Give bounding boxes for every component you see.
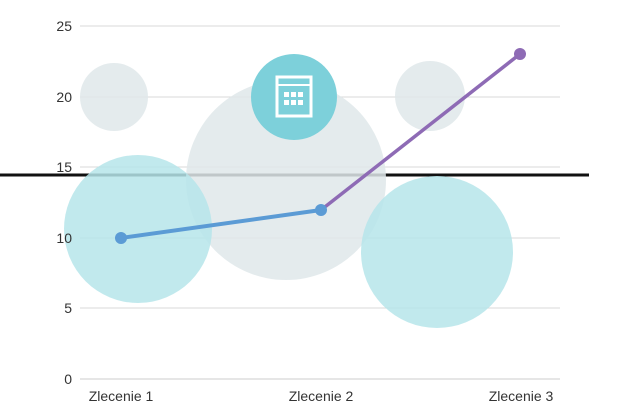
- data-point-zlecenie-1[interactable]: [115, 232, 127, 244]
- y-tick-label: 25: [56, 18, 72, 34]
- decorative-bubbles: [64, 54, 513, 328]
- y-tick-label: 0: [64, 371, 72, 387]
- bubble-grey-small-right: [395, 61, 465, 131]
- series-lines: [115, 48, 526, 244]
- series-segment-2: [319, 52, 522, 212]
- y-axis: 25 20 15 10 5 0: [56, 18, 72, 387]
- x-category-label: Zlecenie 1: [89, 388, 154, 404]
- x-axis: Zlecenie 1 Zlecenie 2 Zlecenie 3: [89, 388, 554, 404]
- data-point-zlecenie-2[interactable]: [315, 204, 327, 216]
- bubble-grey-small-left: [80, 63, 148, 131]
- y-tick-label: 10: [56, 230, 72, 246]
- x-category-label: Zlecenie 3: [489, 388, 554, 404]
- bubble-grey-large: [186, 80, 386, 280]
- y-tick-label: 5: [64, 300, 72, 316]
- y-tick-label: 20: [56, 89, 72, 105]
- series-segment-1: [119, 208, 323, 240]
- x-category-label: Zlecenie 2: [289, 388, 354, 404]
- data-point-zlecenie-3[interactable]: [514, 48, 526, 60]
- y-tick-label: 15: [56, 159, 72, 175]
- bubble-cyan-right: [361, 176, 513, 328]
- bubble-cyan-left: [64, 155, 212, 303]
- calendar-icon: [275, 75, 313, 118]
